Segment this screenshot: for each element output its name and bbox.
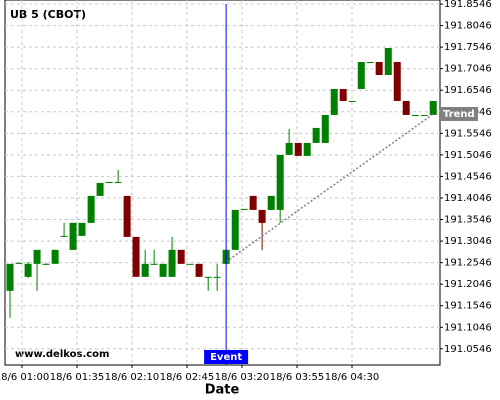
candle-body	[195, 263, 203, 277]
y-tick-label: 191.0546	[444, 344, 492, 355]
candle-body	[42, 263, 50, 265]
candle-body	[249, 195, 257, 210]
candle-body	[78, 222, 86, 236]
candle-body	[339, 88, 347, 101]
y-tick-label: 191.4046	[444, 193, 492, 204]
candle-body	[348, 100, 356, 102]
chart-title: UB 5 (CBOT)	[10, 8, 86, 21]
candle-body	[294, 142, 302, 156]
x-tick-label: 18/6 04:30	[325, 372, 379, 383]
candle-body	[267, 195, 275, 210]
candle-body	[105, 181, 113, 183]
y-tick-label: 191.7546	[444, 42, 492, 53]
y-tick-label: 191.2546	[444, 258, 492, 269]
candle-body	[393, 62, 401, 101]
candle-body	[366, 62, 374, 64]
candle-body	[429, 100, 437, 115]
candle-body	[177, 249, 185, 264]
y-tick-label: 191.5546	[444, 128, 492, 139]
x-tick-label: 18/6 02:10	[105, 372, 159, 383]
candle-body	[132, 236, 140, 277]
plot-area	[4, 0, 441, 366]
candle-body	[285, 142, 293, 155]
trend-line	[225, 113, 434, 263]
candle-body	[240, 208, 248, 210]
y-tick-label: 191.1046	[444, 322, 492, 333]
candle-body	[114, 181, 122, 183]
candle-body	[60, 235, 68, 237]
candle-body	[15, 262, 23, 264]
candle-body	[375, 62, 383, 75]
event-label: Event	[210, 352, 242, 363]
y-tick-label: 191.5046	[444, 150, 492, 161]
x-tick-label: 18/6 02:45	[160, 372, 214, 383]
y-tick-label: 191.3046	[444, 236, 492, 247]
candle-body	[159, 263, 167, 277]
y-tick-label: 191.8046	[444, 21, 492, 32]
candle-body	[96, 182, 104, 196]
candle-body	[33, 249, 41, 264]
trend-label: Trend	[443, 109, 475, 120]
candle-body	[87, 195, 95, 223]
y-tick-label: 191.1546	[444, 301, 492, 312]
candle-body	[186, 263, 194, 265]
y-tick-label: 191.2046	[444, 279, 492, 290]
x-tick-label: 18/6 03:55	[270, 372, 324, 383]
x-axis-label: Date	[205, 383, 240, 398]
x-tick-label: 18/6 01:35	[50, 372, 104, 383]
y-tick-label: 191.6546	[444, 85, 492, 96]
trend-label-box	[440, 106, 478, 121]
candle-body	[231, 209, 239, 250]
candle-body	[24, 263, 32, 277]
watermark: www.delkos.com	[15, 349, 109, 360]
candle-body	[420, 114, 428, 116]
candle-body	[321, 114, 329, 143]
candle-body	[402, 100, 410, 115]
y-tick-label: 191.7046	[444, 64, 492, 75]
y-tick-label: 191.3546	[444, 215, 492, 226]
candle-body	[6, 263, 14, 291]
x-tick-label: 18/6 01:00	[0, 372, 49, 383]
candle-body	[276, 154, 284, 210]
candle-body	[258, 209, 266, 223]
candle-body	[384, 48, 392, 75]
candle-body	[141, 263, 149, 277]
x-tick-label: 18/6 03:20	[215, 372, 269, 383]
candle-body	[303, 142, 311, 156]
candle-body	[312, 127, 320, 143]
candle-body	[357, 62, 365, 89]
candle-body	[213, 276, 221, 278]
candle-body	[411, 114, 419, 116]
candle-body	[123, 195, 131, 237]
candle-body	[168, 249, 176, 277]
candle-body	[69, 222, 77, 250]
candle-body	[51, 249, 59, 264]
candle-body	[150, 263, 158, 265]
candle-body	[330, 88, 338, 115]
event-label-box	[204, 350, 249, 364]
y-tick-label: 191.8546	[444, 0, 492, 10]
y-tick-label: 191.4546	[444, 171, 492, 182]
candle-body	[204, 276, 212, 278]
